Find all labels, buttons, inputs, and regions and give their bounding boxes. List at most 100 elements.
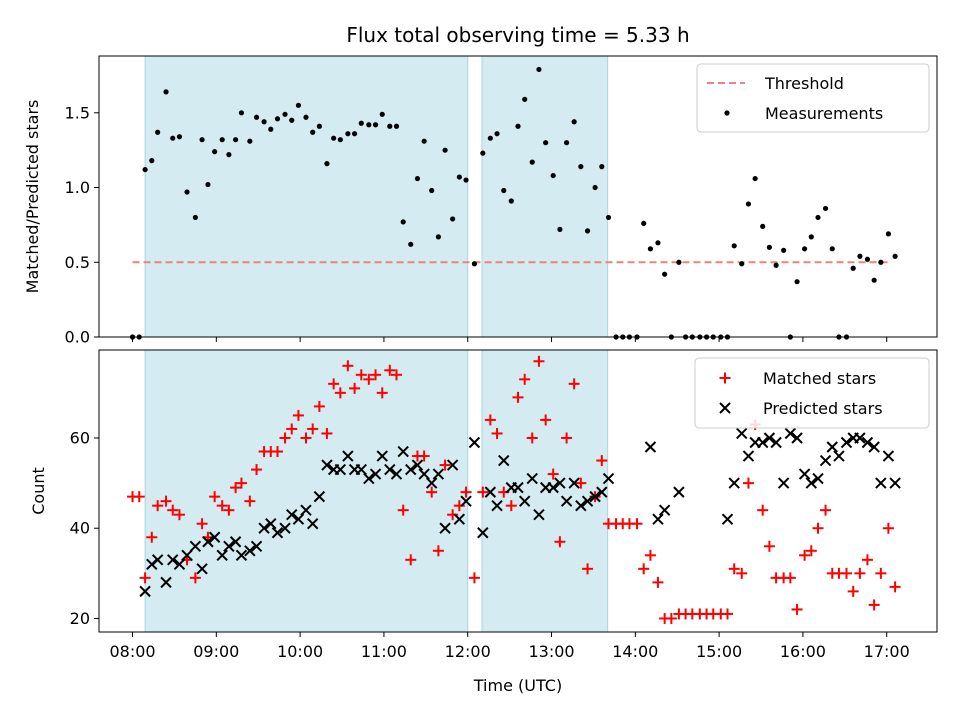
y-tick-label: 20 [70,609,90,628]
measurement-point [487,135,493,141]
predicted-star-point [418,468,430,480]
measurement-point [303,114,309,120]
shaded-interval [144,55,469,338]
measurement-point [864,256,871,262]
x-tick-label: 12:00 [445,642,491,661]
matched-star-point [432,545,444,557]
y-tick-label: 1.5 [65,103,90,122]
measurement-point [232,137,239,143]
predicted-star-point [173,558,186,571]
measurement-point [282,111,288,117]
measurement-point [508,198,514,204]
predicted-star-point [554,477,566,489]
measurement-point [878,259,884,265]
measurement-point [850,265,856,271]
measurement-point [550,172,556,179]
y-tick-label: 60 [70,428,90,447]
shaded-interval [481,55,609,338]
matched-star-point [728,563,740,575]
predicted-star-point [202,536,214,548]
measurement-point [435,234,441,240]
measurement-point [522,96,528,102]
matched-star-point [384,364,396,376]
matched-star-point [313,400,325,412]
predicted-star-point [791,432,803,444]
predicted-star-point [411,459,424,471]
predicted-star-point [756,436,769,449]
measurement-point [584,228,591,234]
matched-legend-marker [719,372,731,384]
bottom-legend-box [694,357,930,429]
y-tick-label: 0.0 [65,328,90,347]
measurement-point [324,161,330,167]
predicted-star-point [644,441,657,453]
matched-star-point [460,486,472,498]
predicted-star-point [384,463,396,476]
predicted-star-point [405,463,417,476]
measurement-point [149,158,155,164]
predicted-star-point [575,499,587,512]
predicted-star-point [216,549,228,562]
matched-star-point [644,549,656,561]
matched-star-point [244,495,256,507]
predicted-star-point [271,527,284,539]
predicted-star-point [139,585,151,598]
predicted-star-point [313,490,326,503]
predicted-star-point [777,477,790,489]
measurement-point [543,140,549,146]
matched-star-point [292,409,304,421]
y-tick-label: 1.0 [65,178,90,197]
matched-star-point [575,477,587,489]
matched-star-point [742,477,754,489]
predicted-star-point [568,477,580,489]
predicted-star-point [658,504,671,516]
matched-star-point [342,360,354,372]
matched-star-point [376,387,388,399]
matched-star-point [861,554,873,566]
measurement-point [414,175,421,182]
matched-star-point [133,491,145,503]
measurement-point [366,122,372,128]
predicted-star-point [342,450,354,462]
predicted-star-point [432,468,445,480]
measurement-point [184,189,190,195]
x-tick-label: 15:00 [696,642,742,661]
matched-star-point [799,549,811,561]
measurement-point [655,240,661,246]
matched-star-point [736,567,748,579]
predicted-star-point [826,441,838,453]
predicted-star-point [265,518,277,530]
predicted-star-point [460,495,472,507]
predicted-star-point [468,436,481,449]
predicted-star-point [355,463,368,476]
predicted-star-point [861,436,874,449]
predicted-star-point [376,450,388,462]
predicted-star-point [397,445,409,458]
matched-star-point [439,459,451,471]
measurement-point [463,177,469,183]
x-tick-label: 09:00 [193,642,239,661]
shaded-interval [144,349,469,633]
predicted-star-point [453,513,466,525]
top-y-axis-label: Matched/Predicted stars [23,100,42,294]
predicted-legend-marker [719,402,731,414]
predicted-star-point [721,513,734,525]
measurement-point [662,271,668,277]
predicted-star-point [673,486,685,498]
matched-star-point [235,477,247,489]
bottom-panel: 20 40 60 08:00 09:00 10:00 11:00 12:00 13:00 14:… [29,349,938,695]
measurement-point [337,137,343,143]
predicted-star-point [334,463,347,476]
predicted-star-point [526,472,538,485]
measurement-point [822,205,829,212]
matched-star-point [167,504,179,516]
measurement-point [379,111,385,117]
measurement-point [247,138,253,144]
measurements-legend-label: Measurements [765,104,883,123]
measurement-point [808,234,814,240]
matched-star-point [665,612,677,624]
measurement-point [801,246,808,252]
measurement-point [501,187,507,194]
measurement-point [429,187,435,194]
matched-star-point [160,495,172,507]
